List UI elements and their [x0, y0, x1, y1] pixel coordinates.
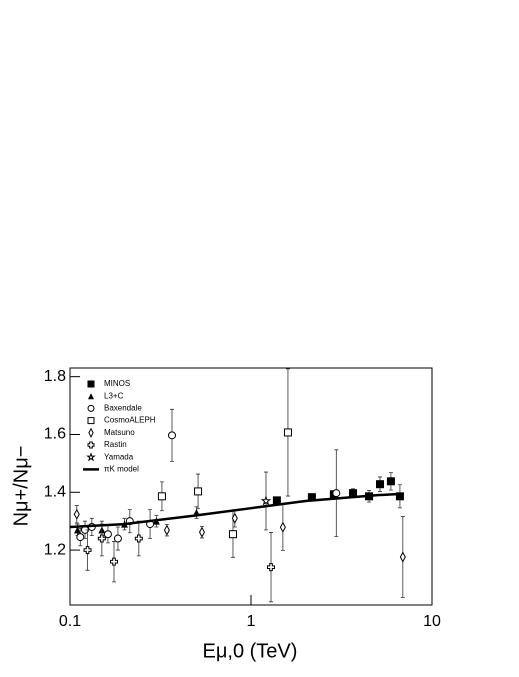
marker [97, 534, 106, 543]
legend-marker [87, 404, 95, 412]
legend-label: Matsuno [104, 428, 135, 437]
marker [283, 428, 292, 437]
legend-marker [86, 452, 96, 462]
y-tick-label: 1.4 [44, 483, 66, 500]
legend-label: MINOS [104, 379, 130, 388]
legend-marker [88, 427, 94, 438]
marker [73, 526, 81, 534]
marker [113, 534, 122, 543]
marker [103, 530, 112, 539]
x-tick-label: 1 [247, 613, 256, 630]
legend-marker [87, 417, 95, 425]
legend-label: CosmoALEPH [104, 416, 156, 425]
marker [231, 512, 238, 524]
legend-marker [88, 393, 94, 400]
legend-label: πK model [104, 465, 139, 474]
marker [267, 563, 276, 572]
marker [194, 487, 203, 496]
y-tick-label: 1.2 [44, 541, 66, 558]
legend-marker [87, 380, 95, 388]
legend-label: Yamada [104, 452, 134, 461]
marker [399, 551, 406, 563]
marker [348, 489, 357, 498]
marker [332, 489, 341, 498]
marker [76, 533, 85, 542]
marker [83, 546, 92, 555]
y-tick-label: 1.8 [44, 368, 66, 385]
x-axis-label: Eμ,0 (TeV) [203, 640, 298, 662]
legend-label: L3+C [104, 391, 124, 400]
marker [386, 477, 395, 486]
marker [279, 521, 286, 533]
marker [73, 508, 80, 520]
marker [157, 492, 166, 501]
x-tick-label: 0.1 [59, 613, 81, 630]
legend-marker [87, 441, 95, 449]
marker [163, 524, 170, 536]
y-axis-label: Nμ+/Nμ− [10, 446, 32, 527]
y-tick-label: 1.6 [44, 426, 66, 443]
marker [272, 496, 281, 505]
marker [228, 530, 237, 539]
marker [109, 557, 118, 566]
marker [375, 480, 384, 489]
marker [198, 526, 205, 538]
model-line [69, 492, 405, 529]
marker [167, 431, 176, 440]
legend-label: Baxendale [104, 404, 142, 413]
legend-label: Rastin [104, 440, 127, 449]
marker [134, 534, 143, 543]
x-tick-label: 10 [423, 613, 441, 630]
marker [260, 495, 272, 506]
